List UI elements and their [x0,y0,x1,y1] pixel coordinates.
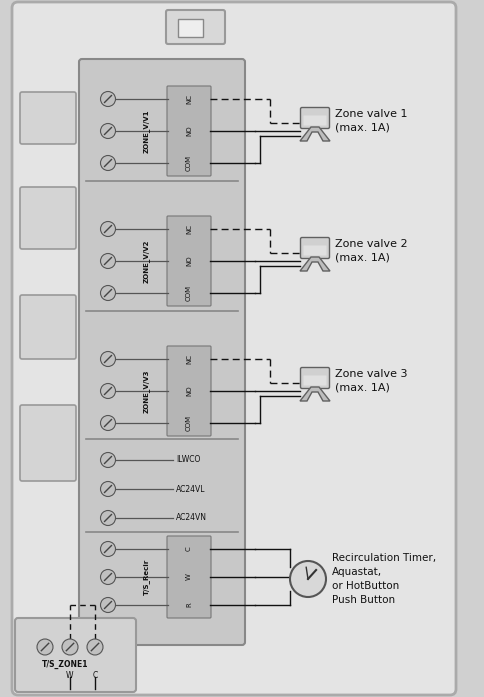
Circle shape [100,286,115,300]
FancyBboxPatch shape [166,86,211,176]
Text: ILWCO: ILWCO [176,456,200,464]
Polygon shape [300,257,329,271]
Text: C: C [186,546,192,551]
Circle shape [100,597,115,613]
Text: NO: NO [186,125,192,137]
Text: W: W [66,671,74,680]
Circle shape [100,123,115,139]
FancyBboxPatch shape [20,405,76,481]
Circle shape [37,639,53,655]
Text: AC24VN: AC24VN [176,514,207,523]
Text: NO: NO [186,385,192,397]
Text: R: R [186,603,192,607]
FancyBboxPatch shape [300,238,329,259]
FancyBboxPatch shape [166,346,211,436]
Circle shape [100,452,115,468]
FancyBboxPatch shape [166,536,211,618]
FancyBboxPatch shape [20,187,76,249]
Circle shape [100,91,115,107]
Text: AC24VL: AC24VL [176,484,205,493]
Text: NO: NO [186,256,192,266]
FancyBboxPatch shape [303,376,326,385]
Circle shape [100,569,115,585]
Text: ZONE_V/V3: ZONE_V/V3 [142,369,149,413]
Text: Recirculation Timer,
Aquastat,
or HotButton
Push Button: Recirculation Timer, Aquastat, or HotBut… [332,553,435,605]
Circle shape [100,482,115,496]
Circle shape [62,639,78,655]
Text: NC: NC [186,94,192,104]
Polygon shape [300,387,329,401]
Text: Zone valve 3
(max. 1A): Zone valve 3 (max. 1A) [334,369,407,392]
Text: Zone valve 1
(max. 1A): Zone valve 1 (max. 1A) [334,109,407,132]
FancyBboxPatch shape [15,618,136,692]
Text: T/S_ZONE1: T/S_ZONE1 [42,659,88,668]
Circle shape [100,383,115,399]
Text: ZONE_V/V2: ZONE_V/V2 [142,239,149,283]
Text: W: W [186,574,192,581]
Text: COM: COM [186,155,192,171]
Circle shape [100,222,115,236]
Circle shape [100,351,115,367]
FancyBboxPatch shape [20,92,76,144]
Bar [178,19,203,37]
Text: NC: NC [186,354,192,364]
Circle shape [100,254,115,268]
FancyBboxPatch shape [300,107,329,128]
FancyBboxPatch shape [79,59,244,645]
Text: T/S_Recir: T/S_Recir [142,559,149,595]
Polygon shape [300,127,329,141]
FancyBboxPatch shape [303,245,326,256]
Text: ZONE_V/V1: ZONE_V/V1 [142,109,149,153]
Circle shape [100,510,115,526]
Circle shape [100,155,115,171]
Circle shape [100,542,115,556]
FancyBboxPatch shape [166,216,211,306]
FancyBboxPatch shape [166,10,225,44]
Circle shape [100,415,115,431]
Text: NC: NC [186,224,192,234]
FancyBboxPatch shape [20,295,76,359]
FancyBboxPatch shape [300,367,329,388]
Text: Zone valve 2
(max. 1A): Zone valve 2 (max. 1A) [334,239,407,263]
Circle shape [289,561,325,597]
FancyBboxPatch shape [303,116,326,125]
Text: C: C [92,671,97,680]
FancyBboxPatch shape [12,2,455,695]
Circle shape [87,639,103,655]
Text: COM: COM [186,415,192,431]
Text: COM: COM [186,285,192,301]
